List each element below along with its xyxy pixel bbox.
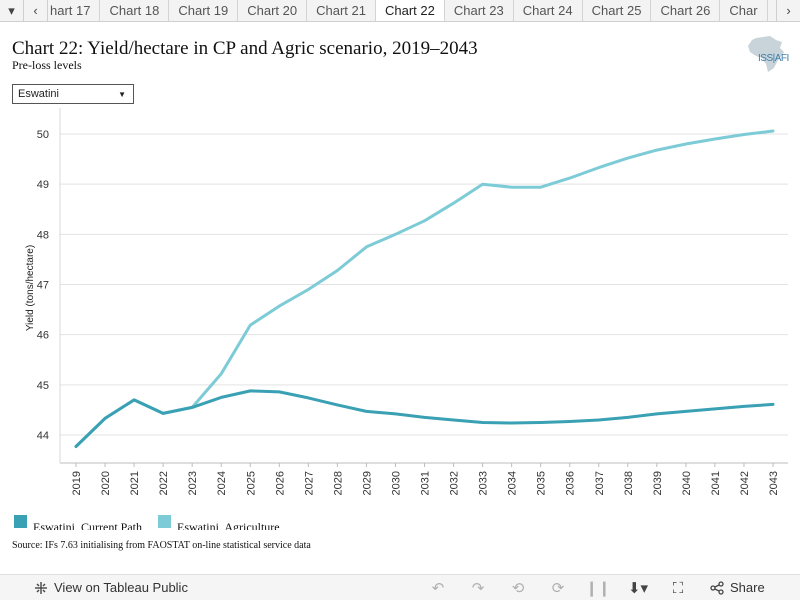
page-title: Chart 22: Yield/hectare in CP and Agric … bbox=[12, 38, 478, 59]
share-button[interactable]: Share bbox=[710, 580, 765, 595]
x-tick-labels: 2019 2020 2021 2022 2023 2024 2025 2026 2027 2028… bbox=[71, 463, 780, 495]
tab-chart-21[interactable]: Chart 21 bbox=[307, 0, 376, 21]
series-line-current-path[interactable] bbox=[74, 389, 775, 448]
x-tick-label: 2038 bbox=[623, 471, 635, 495]
fullscreen-icon[interactable]: ⛶ bbox=[672, 579, 684, 597]
tab-bar: ▾ ‹ hart 17 Chart 18 Chart 19 Chart 20 Chart… bbox=[0, 0, 800, 22]
x-tick-label: 2029 bbox=[361, 471, 373, 495]
grid-lines bbox=[60, 133, 788, 436]
redo-icon[interactable]: ↷ bbox=[471, 580, 485, 597]
tableau-footer: View on Tableau Public ↶ ↷ ⟲ ⟳ ❙❙ ⬇▾ ⛶ S… bbox=[0, 574, 800, 600]
x-tick-label: 2027 bbox=[303, 471, 315, 495]
x-tick-label: 2033 bbox=[478, 471, 490, 495]
country-select-value: Eswatini bbox=[18, 88, 59, 100]
tab-chart-19[interactable]: Chart 19 bbox=[169, 0, 239, 21]
caret-down-icon: ▼ bbox=[118, 90, 126, 99]
x-tick-label: 2024 bbox=[216, 471, 228, 495]
y-tick-label: 46 bbox=[37, 330, 49, 342]
y-tick-labels: 44 45 46 47 48 49 50 bbox=[37, 129, 49, 442]
tab-list: hart 17 Chart 18 Chart 19 Chart 20 Chart 21 C… bbox=[48, 0, 776, 21]
x-tick-label: 2034 bbox=[507, 471, 519, 495]
africa-logo-icon bbox=[748, 36, 784, 72]
view-on-tableau-link[interactable]: View on Tableau Public bbox=[34, 580, 188, 595]
share-icon bbox=[710, 580, 724, 595]
tab-chart-26[interactable]: Chart 26 bbox=[651, 0, 721, 21]
x-tick-label: 2037 bbox=[594, 471, 606, 495]
chevron-right-icon[interactable]: › bbox=[776, 0, 800, 21]
tab-chart-23[interactable]: Chart 23 bbox=[445, 0, 514, 21]
chevron-left-icon[interactable]: ‹ bbox=[24, 0, 48, 21]
legend: Eswatini, Current Path Eswatini, Agricul… bbox=[14, 514, 374, 530]
tab-chart-25[interactable]: Chart 25 bbox=[583, 0, 652, 21]
x-tick-label: 2020 bbox=[100, 471, 112, 495]
pause-icon[interactable]: ❙❙ bbox=[585, 580, 611, 597]
x-tick-label: 2035 bbox=[536, 471, 548, 495]
x-tick-label: 2026 bbox=[274, 471, 286, 495]
x-tick-label: 2032 bbox=[449, 471, 461, 495]
x-tick-label: 2022 bbox=[158, 471, 170, 495]
undo-icon[interactable]: ↶ bbox=[431, 580, 445, 597]
legend-label: Eswatini, Current Path bbox=[33, 520, 142, 530]
x-tick-label: 2043 bbox=[768, 471, 780, 495]
x-tick-label: 2042 bbox=[739, 471, 751, 495]
x-tick-label: 2031 bbox=[420, 471, 432, 495]
legend-label: Eswatini, Agriculture bbox=[176, 520, 280, 530]
y-tick-label: 44 bbox=[37, 430, 49, 442]
legend-swatch bbox=[157, 515, 171, 528]
legend-item-agriculture[interactable]: Eswatini, Agriculture bbox=[157, 514, 280, 530]
tab-chart-24[interactable]: Chart 24 bbox=[514, 0, 583, 21]
x-tick-label: 2019 bbox=[71, 471, 83, 495]
country-select[interactable]: Eswatini ▼ bbox=[12, 84, 134, 104]
revert-icon[interactable]: ⟲ bbox=[511, 580, 525, 597]
legend-swatch bbox=[14, 515, 27, 528]
tab-chart-18[interactable]: Chart 18 bbox=[100, 0, 170, 21]
tab-chart-22[interactable]: Chart 22 bbox=[375, 0, 445, 21]
y-tick-label: 50 bbox=[37, 129, 49, 141]
x-tick-label: 2021 bbox=[129, 471, 141, 495]
y-axis-label: Yield (tons/hectare) bbox=[25, 245, 36, 331]
refresh-icon[interactable]: ⟳ bbox=[551, 580, 565, 597]
x-tick-label: 2041 bbox=[710, 471, 722, 495]
y-tick-label: 47 bbox=[37, 280, 49, 292]
legend-item-current-path[interactable]: Eswatini, Current Path bbox=[14, 514, 142, 530]
logo-text: ISS|AFI bbox=[758, 53, 789, 64]
x-tick-label: 2028 bbox=[332, 471, 344, 495]
tableau-logo-icon bbox=[35, 581, 47, 594]
share-label: Share bbox=[730, 580, 765, 595]
y-tick-label: 48 bbox=[37, 229, 49, 241]
view-on-tableau-label: View on Tableau Public bbox=[54, 580, 188, 595]
download-icon[interactable]: ⬇▾ bbox=[627, 580, 649, 597]
x-tick-label: 2036 bbox=[565, 471, 577, 495]
tab-char[interactable]: Char bbox=[720, 0, 768, 21]
y-tick-label: 45 bbox=[37, 380, 49, 392]
page-subtitle: Pre-loss levels bbox=[12, 58, 82, 72]
source-note: Source: IFs 7.63 initialising from FAOST… bbox=[12, 540, 311, 551]
x-tick-label: 2023 bbox=[187, 471, 199, 495]
caret-down-icon[interactable]: ▾ bbox=[0, 0, 24, 21]
x-tick-label: 2030 bbox=[390, 471, 402, 495]
tab-hart-17[interactable]: hart 17 bbox=[48, 0, 101, 21]
y-tick-label: 49 bbox=[37, 179, 49, 191]
x-tick-label: 2040 bbox=[681, 471, 693, 495]
x-tick-label: 2039 bbox=[652, 471, 664, 495]
tab-chart-20[interactable]: Chart 20 bbox=[238, 0, 308, 21]
x-tick-label: 2025 bbox=[245, 471, 257, 495]
series-lines bbox=[74, 129, 775, 448]
series-line-agriculture[interactable] bbox=[74, 129, 775, 448]
